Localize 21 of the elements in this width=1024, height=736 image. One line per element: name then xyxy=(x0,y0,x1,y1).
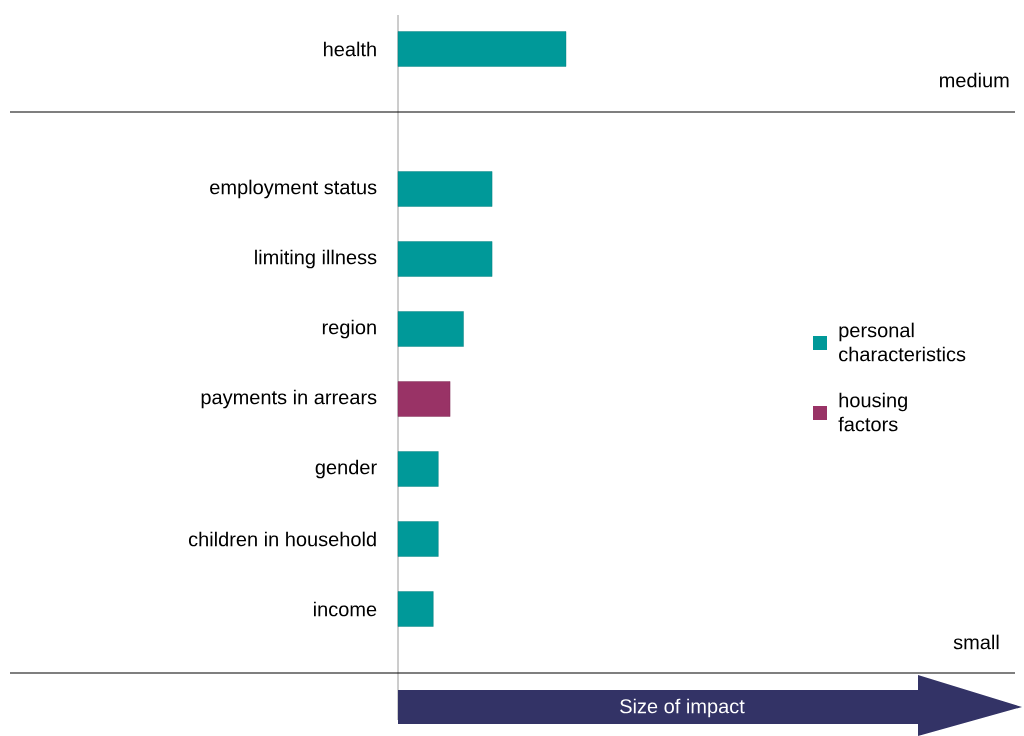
y-tick-label: gender xyxy=(315,459,377,479)
bar xyxy=(397,591,434,627)
y-tick-label: payments in arrears xyxy=(201,389,377,409)
y-tick-label: income xyxy=(314,601,377,617)
bar xyxy=(397,451,439,487)
bar xyxy=(397,381,451,417)
bar xyxy=(397,311,464,347)
y-tick-label: children in household xyxy=(188,531,376,547)
y-tick-label: health xyxy=(324,41,376,57)
y-tick-label: region xyxy=(322,319,376,339)
bar xyxy=(397,31,567,67)
y-tick-label: limiting illness xyxy=(255,249,377,269)
bar xyxy=(397,521,439,557)
text: Size of impact xyxy=(620,698,745,718)
legend-label: housing factors xyxy=(838,392,907,432)
bar xyxy=(397,241,493,277)
bar xyxy=(397,171,493,207)
legend-label: personal characteristics xyxy=(839,322,966,362)
y-tick-label: employment status xyxy=(210,179,377,199)
text: medium xyxy=(940,72,1009,88)
text: small xyxy=(953,634,999,650)
